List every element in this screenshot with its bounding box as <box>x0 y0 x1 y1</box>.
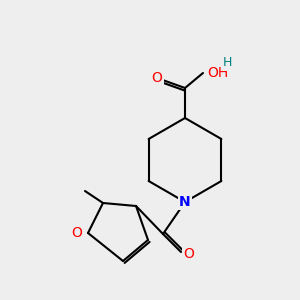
Text: O: O <box>71 226 82 240</box>
Text: OH: OH <box>207 66 228 80</box>
Text: O: O <box>152 71 162 85</box>
Text: H: H <box>223 56 232 70</box>
Text: N: N <box>179 195 191 209</box>
Text: O: O <box>184 247 194 261</box>
